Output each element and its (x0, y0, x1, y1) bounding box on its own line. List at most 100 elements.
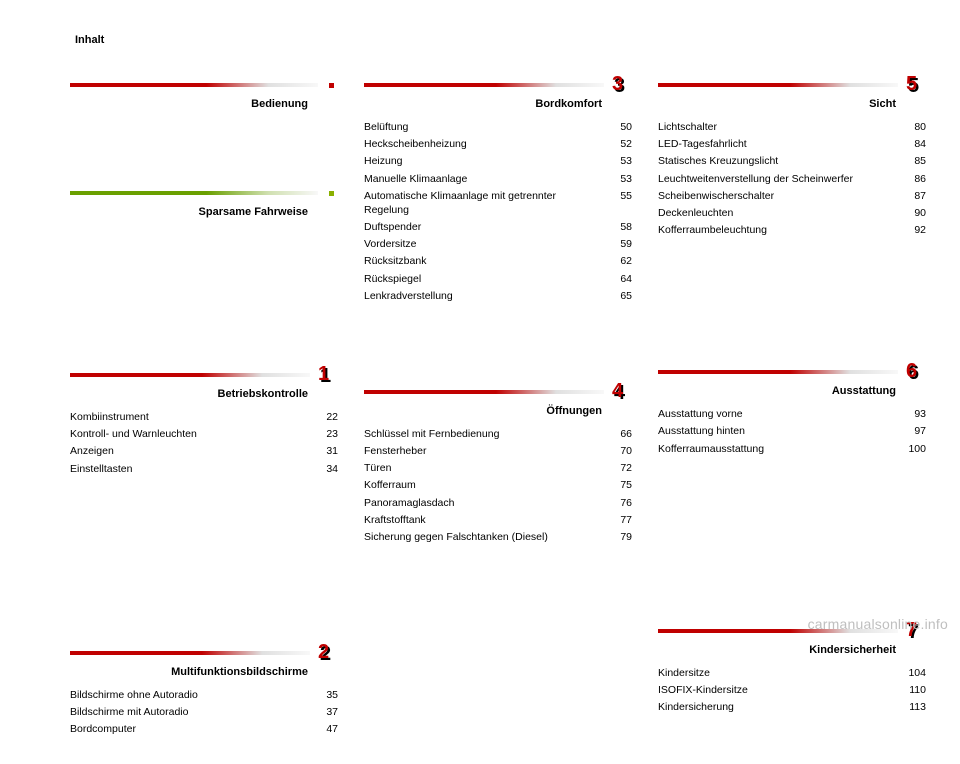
gradient-bar (70, 651, 310, 655)
entry-page: 35 (310, 688, 338, 702)
chapter-number-front: 1 (318, 363, 329, 386)
toc-entry: Lichtschalter80 (658, 120, 926, 134)
entry-label: Bordcomputer (70, 722, 310, 736)
toc-section: Sparsame Fahrweise (70, 182, 338, 336)
section-title: Sicht (658, 98, 926, 110)
section-title: Sparsame Fahrweise (70, 206, 338, 218)
section-bar (70, 74, 338, 96)
toc-entry: Kofferraum75 (364, 478, 632, 492)
entry-page: 65 (604, 289, 632, 303)
entry-page: 75 (604, 478, 632, 492)
entry-page: 76 (604, 496, 632, 510)
toc-entry: Bildschirme ohne Autoradio35 (70, 688, 338, 702)
spacer (70, 476, 338, 614)
entry-page: 84 (898, 137, 926, 151)
toc-entry: Schlüssel mit Fernbedienung66 (364, 427, 632, 441)
entry-label: Kindersitze (658, 666, 898, 680)
entry-list: Ausstattung vorne93Ausstattung hinten97K… (658, 407, 926, 456)
toc-entry: Kindersicherung113 (658, 700, 926, 714)
entry-list: Lichtschalter80LED-Tagesfahrlicht84Stati… (658, 120, 926, 237)
entry-page: 23 (310, 427, 338, 441)
entry-label: Vordersitze (364, 237, 604, 251)
entry-label: Heckscheibenheizung (364, 137, 604, 151)
spacer (364, 303, 632, 353)
toc-section: 55 Sicht Lichtschalter80LED-Tagesfahrlicht… (658, 74, 926, 333)
toc-entry: Türen72 (364, 461, 632, 475)
entry-page: 66 (604, 427, 632, 441)
section-bar (70, 182, 338, 204)
toc-entry: Heizung53 (364, 154, 632, 168)
entry-label: Kontroll- und Warnleuchten (70, 427, 310, 441)
toc-entry: Scheibenwischerschalter87 (658, 189, 926, 203)
section-bar: 66 (658, 361, 926, 383)
toc-entry: ISOFIX-Kindersitze110 (658, 683, 926, 697)
section-bar: 11 (70, 364, 338, 386)
entry-page: 52 (604, 137, 632, 151)
toc-section: Bedienung (70, 74, 338, 154)
entry-label: Bildschirme mit Autoradio (70, 705, 310, 719)
gradient-bar (70, 83, 318, 87)
toc-section: 77KindersicherheitKindersitze104ISOFIX-K… (658, 620, 926, 715)
entry-label: Anzeigen (70, 444, 310, 458)
entry-page: 100 (898, 442, 926, 456)
entry-label: Kofferraumbeleuchtung (658, 223, 898, 237)
footer-watermark: carmanualsonline.info (808, 616, 948, 632)
entry-page: 31 (310, 444, 338, 458)
entry-label: Panoramaglasdach (364, 496, 604, 510)
entry-label: Duftspender (364, 220, 604, 234)
toc-section: 44 Öffnungen Schlüssel mit Fernbedienung66… (364, 381, 632, 544)
chapter-number-front: 5 (906, 73, 917, 96)
toc-entry: Einstelltasten34 (70, 462, 338, 476)
dot-icon (329, 83, 334, 88)
entry-page: 64 (604, 272, 632, 286)
toc-entry: Rückspiegel64 (364, 272, 632, 286)
entry-label: Ausstattung hinten (658, 424, 898, 438)
entry-label: Rückspiegel (364, 272, 604, 286)
entry-label: Fensterheber (364, 444, 604, 458)
entry-label: Deckenleuchten (658, 206, 898, 220)
entry-list: Kindersitze104 ISOFIX-Kindersitze110 Kinde… (658, 666, 926, 715)
entry-label: Heizung (364, 154, 604, 168)
chapter-number: 33 (610, 74, 632, 96)
entry-page: 87 (898, 189, 926, 203)
entry-list: Bildschirme ohne Autoradio35 Bildschirme … (70, 688, 338, 737)
gradient-bar (70, 373, 310, 377)
entry-label: Lichtschalter (658, 120, 898, 134)
entry-page: 53 (604, 154, 632, 168)
entry-label: Ausstattung vorne (658, 407, 898, 421)
entry-list: Schlüssel mit Fernbedienung66 Fensterhebe… (364, 427, 632, 544)
toc-section: 33 Bordkomfort Belüftung50Heckscheibenheiz… (364, 74, 632, 353)
toc-entry: Kofferraumbeleuchtung92 (658, 223, 926, 237)
section-bar: 55 (658, 74, 926, 96)
entry-page: 93 (898, 407, 926, 421)
entry-label: Leuchtweitenverstellung der Scheinwerfer (658, 172, 898, 186)
toc-entry: Bordcomputer47 (70, 722, 338, 736)
gradient-bar (70, 191, 318, 195)
toc-entry: Kofferraumausstattung100 (658, 442, 926, 456)
entry-page: 79 (604, 530, 632, 544)
toc-entry: Statisches Kreuzungslicht85 (658, 154, 926, 168)
entry-label: Einstelltasten (70, 462, 310, 476)
chapter-number-front: 2 (318, 641, 329, 664)
gradient-bar (658, 370, 898, 374)
entry-page: 53 (604, 172, 632, 186)
section-bar: 33 (364, 74, 632, 96)
square-marker-icon (324, 186, 338, 200)
section-bar: 44 (364, 381, 632, 403)
entry-label: Kofferraumausstattung (658, 442, 898, 456)
section-title: Kindersicherheit (658, 644, 926, 656)
section-title: Öffnungen (364, 405, 632, 417)
entry-page: 85 (898, 154, 926, 168)
toc-entry: Kombiinstrument22 (70, 410, 338, 424)
entry-list: Belüftung50Heckscheibenheizung52Heizung5… (364, 120, 632, 303)
toc-entry: Kontroll- und Warnleuchten23 (70, 427, 338, 441)
entry-page: 22 (310, 410, 338, 424)
toc-entry: Deckenleuchten90 (658, 206, 926, 220)
section-title: Bordkomfort (364, 98, 632, 110)
toc-entry: Kindersitze104 (658, 666, 926, 680)
entry-page: 77 (604, 513, 632, 527)
entry-page: 55 (604, 189, 632, 217)
entry-page: 59 (604, 237, 632, 251)
section-title: Multifunktionsbildschirme (70, 666, 338, 678)
dot-icon (329, 191, 334, 196)
